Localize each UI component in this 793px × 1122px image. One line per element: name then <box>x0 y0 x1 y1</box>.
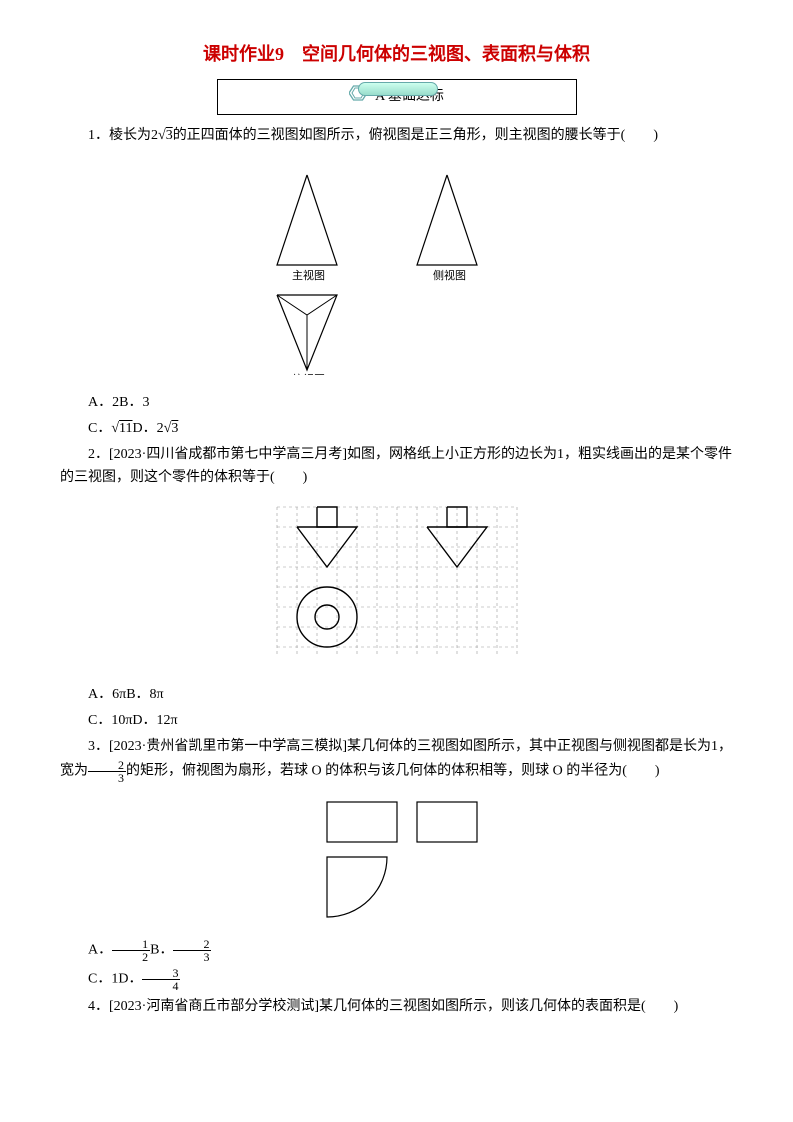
q3-optA-den: 2 <box>112 951 150 963</box>
q3-frac1: 23 <box>88 759 126 784</box>
q3-frac1-num: 2 <box>88 759 126 772</box>
svg-text:主视图: 主视图 <box>292 268 325 282</box>
q3-optC: C．1 <box>88 972 118 987</box>
page-title: 课时作业9 空间几何体的三视图、表面积与体积 <box>60 40 733 69</box>
q3-optB-frac: 23 <box>173 938 211 963</box>
q1-optC-sqrt: 11 <box>119 421 132 436</box>
q2-optB: B．8π <box>126 687 163 702</box>
q1-figure: 主视图 侧视图 俯视图 <box>60 155 733 383</box>
svg-text:俯视图: 俯视图 <box>292 372 325 375</box>
q1-optC-pre: C． <box>88 421 111 436</box>
q4-stem: 4．[2023·河南省商丘市部分学校测试]某几何体的三视图如图所示，则该几何体的… <box>60 996 733 1018</box>
q1-options-row2: C．√11D．2√3 <box>60 418 733 440</box>
q2-options-row2: C．10πD．12π <box>60 710 733 732</box>
q2-stem: 2．[2023·四川省成都市第七中学高三月考]如图，网格纸上小正方形的边长为1，… <box>60 444 733 489</box>
q2-optD: D．12π <box>132 713 177 728</box>
svg-text:侧视图: 侧视图 <box>433 268 466 282</box>
pill-decoration <box>358 82 438 96</box>
q3-optD-pre: D． <box>118 972 142 987</box>
q3-optD-den: 4 <box>142 980 180 992</box>
q1-options-row1: A．2B．3 <box>60 392 733 414</box>
q1-optB: B．3 <box>119 395 149 410</box>
q3-options-row2: C．1D．34 <box>60 967 733 992</box>
q3-options-row1: A．12B．23 <box>60 938 733 963</box>
q3-stem-b: 的矩形，俯视图为扇形，若球 O 的体积与该几何体的体积相等，则球 O 的半径为(… <box>126 763 660 778</box>
q3-stem: 3．[2023·贵州省凯里市第一中学高三模拟]某几何体的三视图如图所示，其中正视… <box>60 736 733 783</box>
q1-sqrt: 3 <box>166 128 173 143</box>
q1-optD-sqrt: 3 <box>171 421 178 436</box>
q3-figure <box>60 792 733 930</box>
q1-optD-pre: D．2 <box>133 421 164 436</box>
q2-optA: A．6π <box>88 687 126 702</box>
section-box: A 基础达标 <box>217 79 577 115</box>
q2-optC: C．10π <box>88 713 132 728</box>
q2-options-row1: A．6πB．8π <box>60 684 733 706</box>
q1-text-pre: 1．棱长为2 <box>88 128 158 143</box>
q1-optA: A．2 <box>88 395 119 410</box>
q3-optA-pre: A． <box>88 943 112 958</box>
q3-frac1-den: 3 <box>88 772 126 784</box>
q3-optA-frac: 12 <box>112 938 150 963</box>
q1-text-post: 的正四面体的三视图如图所示，俯视图是正三角形，则主视图的腰长等于( ) <box>173 128 658 143</box>
q1-stem: 1．棱长为2√3的正四面体的三视图如图所示，俯视图是正三角形，则主视图的腰长等于… <box>60 125 733 147</box>
q2-figure <box>60 497 733 675</box>
q3-optB-pre: B． <box>150 943 173 958</box>
q3-optD-frac: 34 <box>142 967 180 992</box>
q3-optB-den: 3 <box>173 951 211 963</box>
